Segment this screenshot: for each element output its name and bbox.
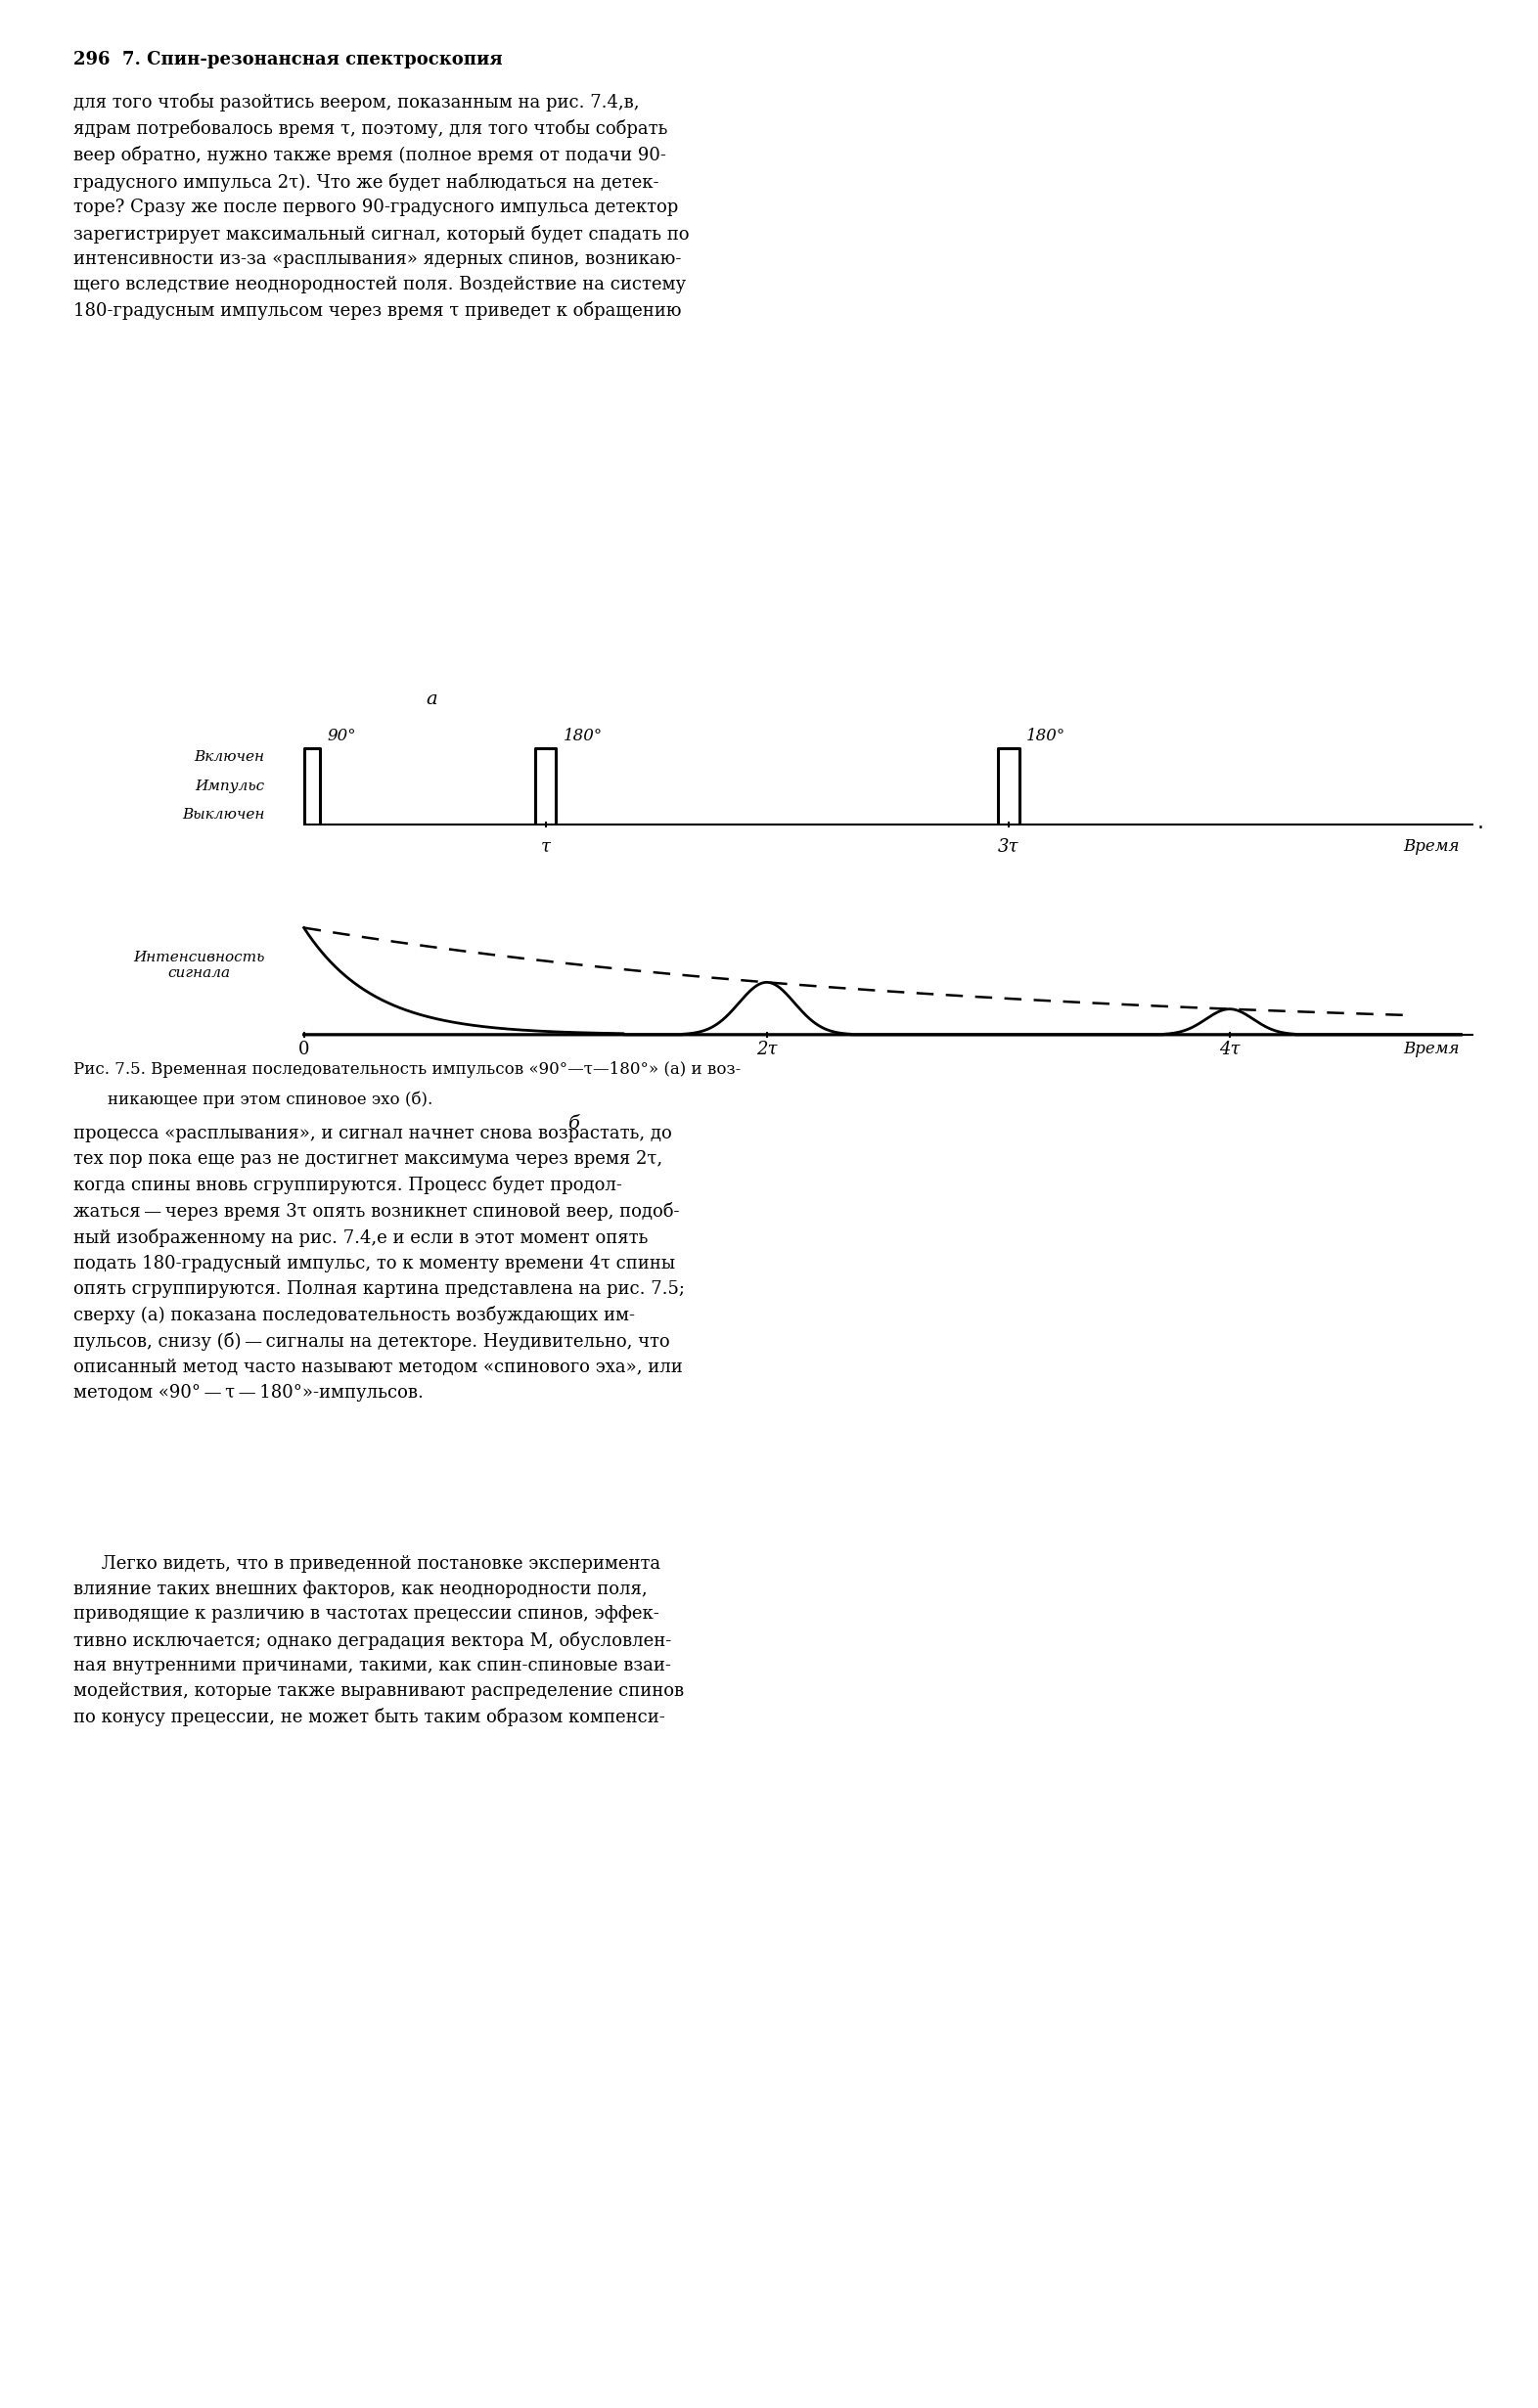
Text: Время: Время <box>1403 838 1460 855</box>
Text: Импульс: Импульс <box>195 780 265 792</box>
Text: .: . <box>1476 814 1484 833</box>
Text: Время: Время <box>1403 1040 1460 1057</box>
Text: Рис. 7.5. Временная последовательность импульсов «90°—τ—180°» (а) и воз-: Рис. 7.5. Временная последовательность и… <box>74 1062 741 1079</box>
Text: 3τ: 3τ <box>998 838 1020 855</box>
Text: Выключен: Выключен <box>181 809 265 821</box>
Text: никающее при этом спиновое эхо (б).: никающее при этом спиновое эхо (б). <box>108 1091 432 1108</box>
Text: Легко видеть, что в приведенной постановке эксперимента
влияние таких внешних фа: Легко видеть, что в приведенной постанов… <box>74 1556 684 1727</box>
Text: 180°: 180° <box>1026 727 1066 744</box>
Text: процесса «расплывания», и сигнал начнет снова возрастать, до
тех пор пока еще ра: процесса «расплывания», и сигнал начнет … <box>74 1125 684 1401</box>
Text: для того чтобы разойтись веером, показанным на рис. 7.4,в,
ядрам потребовалось в: для того чтобы разойтись веером, показан… <box>74 94 689 320</box>
Text: Интенсивность
сигнала: Интенсивность сигнала <box>134 951 265 980</box>
Text: 0: 0 <box>298 1040 309 1057</box>
Text: 180°: 180° <box>563 727 603 744</box>
Text: б: б <box>568 1115 578 1132</box>
Text: τ: τ <box>541 838 551 855</box>
Text: 296  7. Спин-резонансная спектроскопия: 296 7. Спин-резонансная спектроскопия <box>74 51 503 67</box>
Text: 4τ: 4τ <box>1220 1040 1240 1057</box>
Text: Включен: Включен <box>194 751 265 763</box>
Text: 90°: 90° <box>328 727 355 744</box>
Text: а: а <box>426 691 437 708</box>
Text: 2τ: 2τ <box>757 1040 777 1057</box>
